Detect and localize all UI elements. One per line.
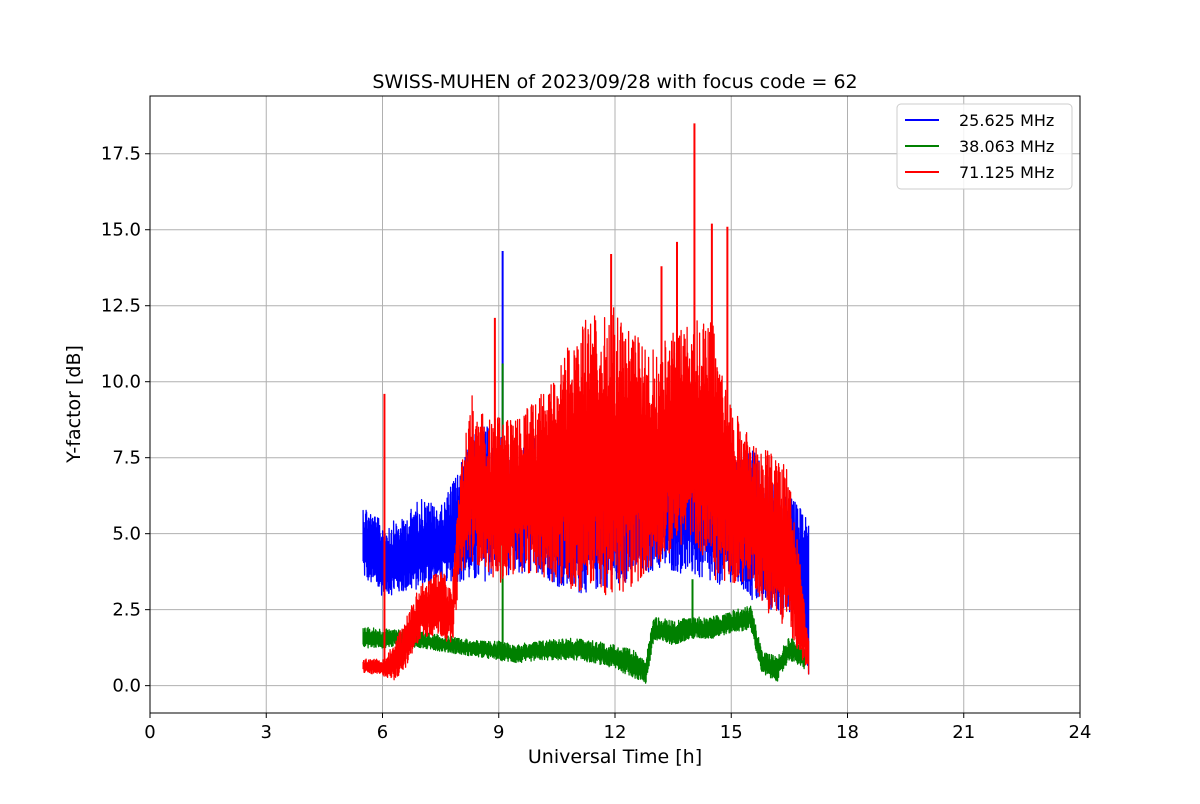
y-tick-label: 2.5 bbox=[112, 600, 141, 621]
y-tick-label: 7.5 bbox=[112, 448, 141, 469]
x-axis-label: Universal Time [h] bbox=[528, 746, 702, 768]
series-trace bbox=[362, 605, 806, 684]
y-tick-label: 10.0 bbox=[101, 372, 141, 393]
legend-label: 25.625 MHz bbox=[959, 111, 1054, 130]
series-trace bbox=[362, 307, 810, 681]
x-tick-label: 6 bbox=[377, 722, 388, 743]
x-tick-label: 3 bbox=[261, 722, 272, 743]
legend-label: 38.063 MHz bbox=[959, 137, 1054, 156]
x-tick-label: 9 bbox=[493, 722, 504, 743]
x-tick-label: 18 bbox=[836, 722, 859, 743]
y-tick-label: 12.5 bbox=[101, 296, 141, 317]
x-tick-label: 24 bbox=[1069, 722, 1092, 743]
y-tick-label: 15.0 bbox=[101, 220, 141, 241]
x-tick-label: 12 bbox=[604, 722, 627, 743]
x-tick-label: 21 bbox=[952, 722, 975, 743]
x-tick-label: 15 bbox=[720, 722, 743, 743]
y-tick-label: 17.5 bbox=[101, 144, 141, 165]
y-tick-label: 5.0 bbox=[112, 524, 141, 545]
y-tick-label: 0.0 bbox=[112, 676, 141, 697]
legend-box bbox=[896, 103, 1073, 190]
legend: 25.625 MHz 38.063 MHz 71.125 MHz bbox=[896, 103, 1073, 190]
series-layer bbox=[362, 123, 810, 684]
x-tick-label: 0 bbox=[144, 722, 155, 743]
chart-title: SWISS-MUHEN of 2023/09/28 with focus cod… bbox=[372, 71, 857, 93]
series-71-125-mhz bbox=[362, 123, 810, 681]
legend-label: 71.125 MHz bbox=[959, 163, 1054, 182]
y-axis-label: Y-factor [dB] bbox=[63, 345, 85, 464]
axis-ticks: 0 3 6 9 12 15 18 21 24 0.0 2.5 5.0 7.5 10.0 12.5 15.0 17… bbox=[101, 144, 1092, 743]
